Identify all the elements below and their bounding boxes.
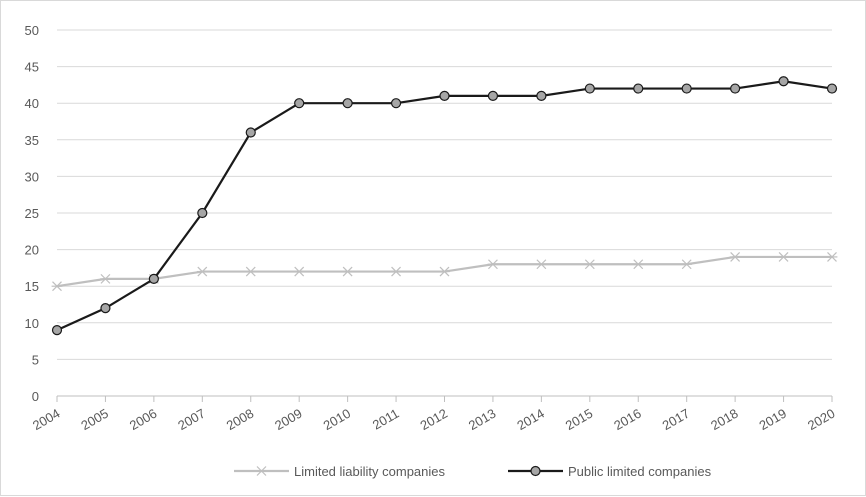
y-tick-label-15: 15 [25,279,39,294]
y-tick-label-50: 50 [25,23,39,38]
x-tick-label-2010: 2010 [321,406,354,433]
point-0-2013 [487,259,499,270]
point-0-2009 [293,266,305,277]
x-tick-label-2018: 2018 [708,406,741,433]
x-tick-label-2012: 2012 [417,406,450,433]
point-1-2014 [536,90,547,101]
y-axis-ticks: 0 5 10 15 20 25 30 35 40 45 50 [25,23,39,404]
legend-item-0: Limited liability companies [234,464,446,479]
legend-asterisk [256,466,267,476]
x-tick-label-2015: 2015 [563,406,596,433]
point-1-2008 [245,127,256,138]
x-tick-label-2009: 2009 [272,406,305,433]
x-tick-label-2004: 2004 [30,406,63,433]
point-1-2006 [148,273,159,284]
y-tick-label-0: 0 [32,389,39,404]
x-tick-label-2016: 2016 [611,406,644,433]
x-tick-label-2017: 2017 [660,406,693,433]
y-tick-label-40: 40 [25,96,39,111]
x-tick-label-2019: 2019 [757,406,790,433]
point-1-2010 [342,98,353,109]
x-tick-label-2007: 2007 [175,406,208,433]
point-0-2015 [584,259,596,270]
series-line-1 [56,80,833,332]
point-0-2012 [439,266,450,277]
point-1-2017 [681,83,692,94]
x-tick-label-2008: 2008 [224,406,257,433]
x-tick-label-2006: 2006 [127,406,160,433]
point-0-2004 [51,281,63,292]
point-1-2018 [730,83,741,94]
legend-marker-public-limited [530,465,541,477]
point-1-2004 [51,325,63,336]
point-1-2005 [100,303,111,314]
point-0-2014 [535,259,547,270]
point-0-2007 [196,266,208,277]
point-0-2018 [729,251,741,262]
y-tick-label-30: 30 [25,169,39,184]
legend-label-public-limited: Public limited companies [568,464,712,479]
y-tick-label-35: 35 [25,133,39,148]
point-1-2011 [390,98,402,109]
point-1-2019 [778,76,789,87]
legend-marker-limited-liability [256,466,267,476]
gridlines [57,29,832,360]
point-1-2020 [826,83,838,94]
point-0-2008 [245,266,257,277]
point-1-2013 [487,90,499,101]
point-1-2015 [584,83,595,94]
point-0-2010 [342,266,354,277]
point-1-2016 [633,83,644,94]
legend-label-limited-liability: Limited liability companies [294,464,446,479]
point-0-2011 [390,266,402,277]
y-tick-label-5: 5 [32,352,39,367]
point-0-2016 [632,259,644,270]
x-tick-label-2020: 2020 [805,406,838,433]
point-0-2020 [826,251,838,262]
point-0-2005 [100,273,111,284]
point-0-2017 [681,259,693,270]
series-lines [51,76,838,336]
y-tick-label-45: 45 [25,60,39,75]
y-tick-label-20: 20 [25,243,39,258]
x-tick-label-2013: 2013 [466,406,499,433]
point-1-2007 [197,207,208,219]
x-tick-label-2005: 2005 [78,406,111,433]
x-axis: 2004 2005 2006 2007 2008 2009 2010 2011 2012 2013… [30,395,838,433]
x-tick-label-2011: 2011 [370,406,402,433]
y-tick-label-25: 25 [25,206,39,221]
legend-item-1: Public limited companies [508,464,712,479]
y-tick-label-10: 10 [25,316,39,331]
x-tick-label-2014: 2014 [514,406,547,433]
legend: Limited liability companies Public limit… [234,464,712,479]
point-1-2009 [294,98,305,109]
point-1-2012 [439,90,450,101]
point-0-2019 [778,251,789,262]
